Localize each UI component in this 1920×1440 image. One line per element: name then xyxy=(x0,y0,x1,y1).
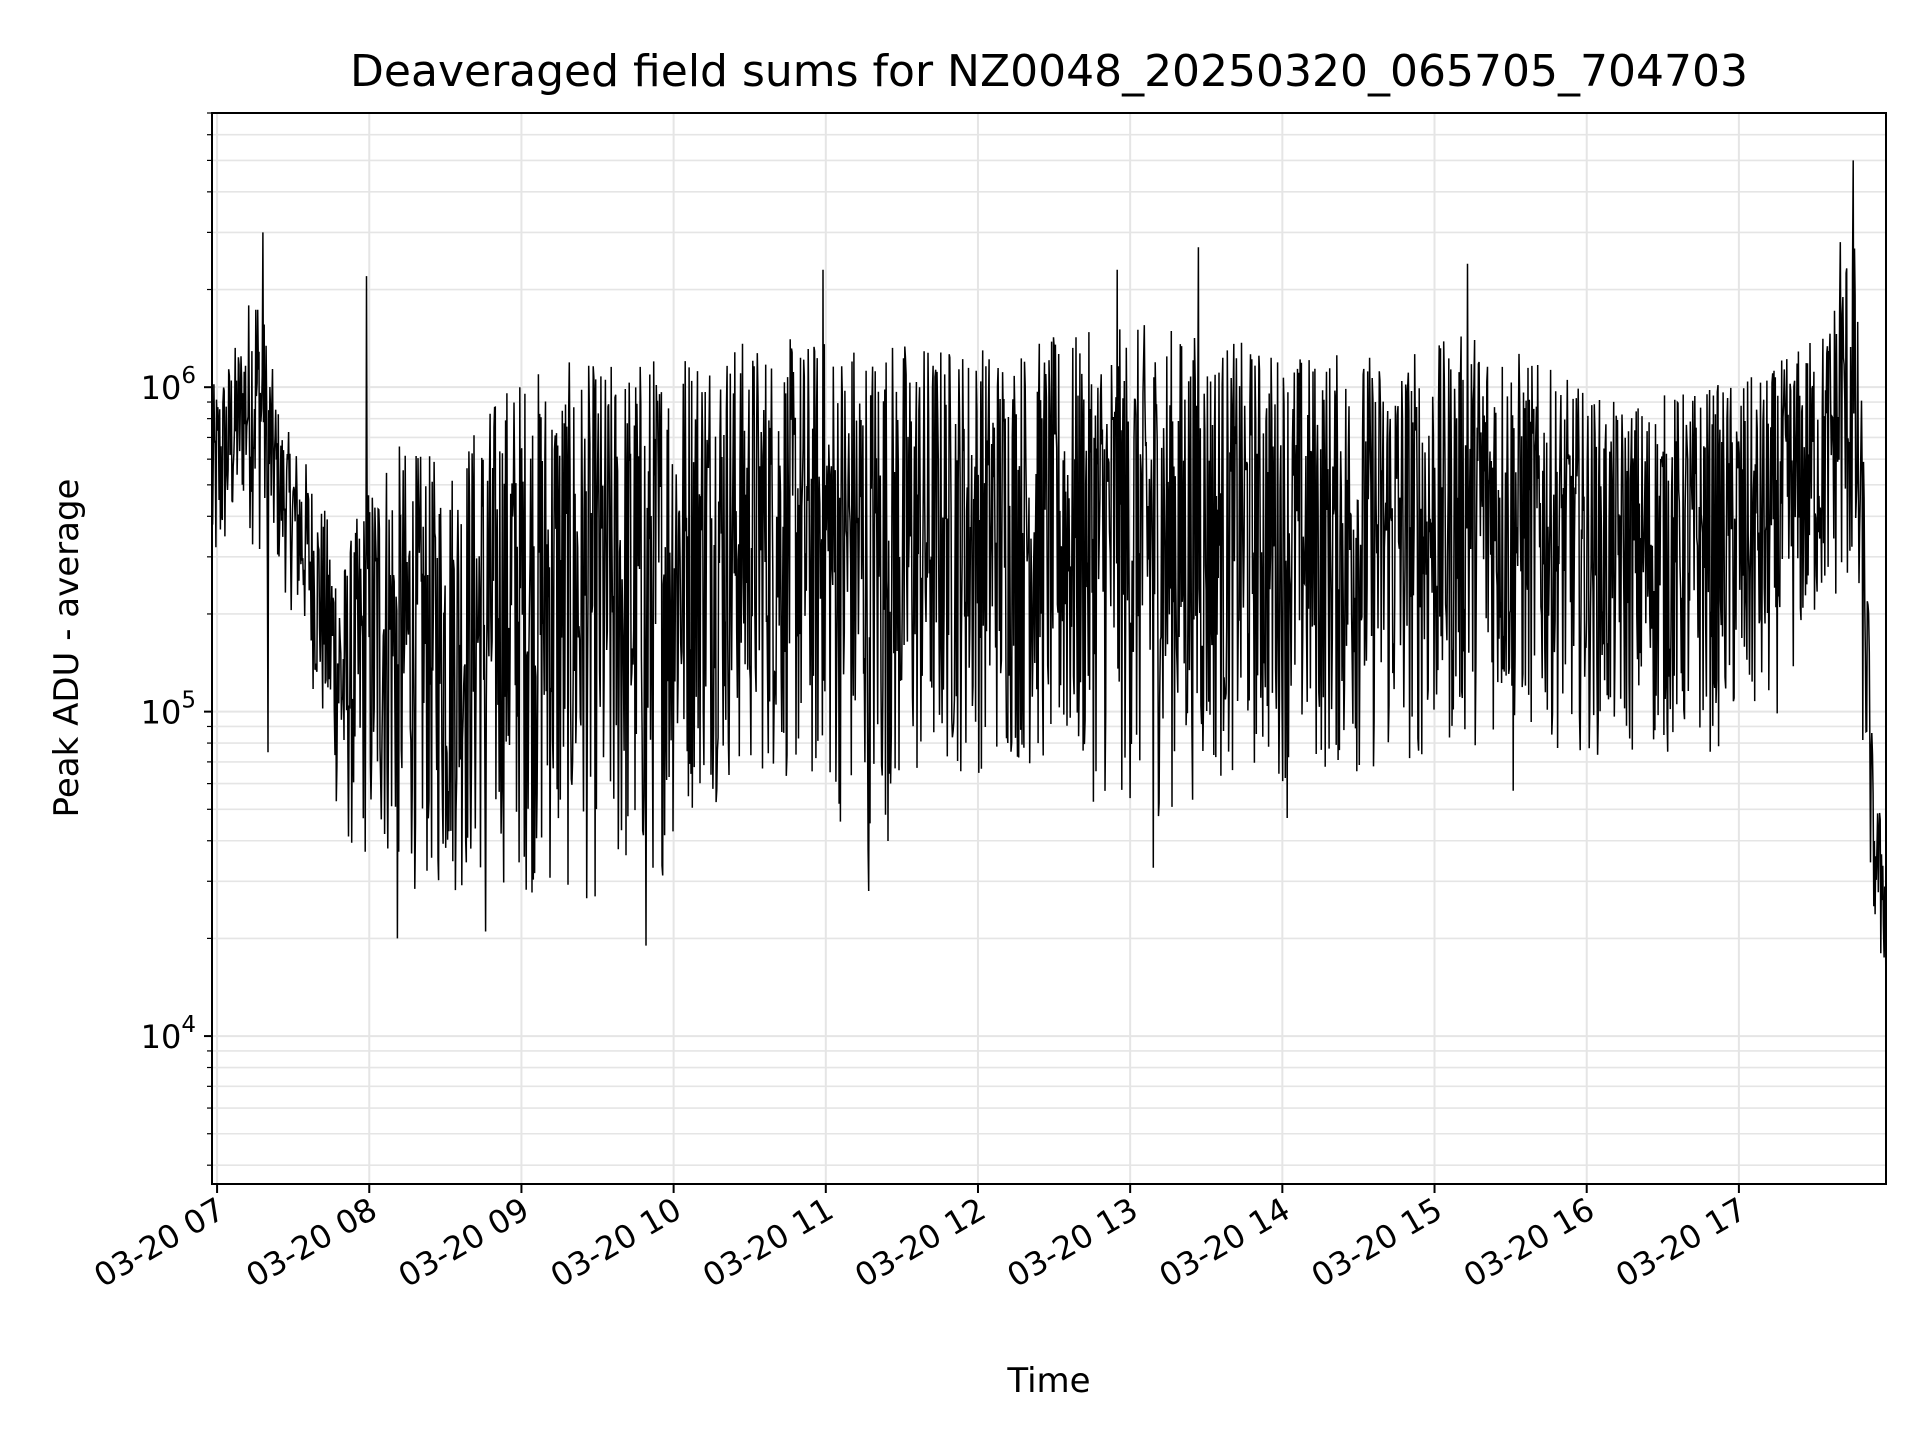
x-axis-label: Time xyxy=(1006,1361,1090,1401)
y-tick-label: 106 xyxy=(141,363,196,407)
series-line xyxy=(212,160,1886,1011)
y-axis: 104 105 106 xyxy=(141,112,212,1166)
y-tick-label: 105 xyxy=(141,688,196,732)
y-tick-label: 104 xyxy=(141,1012,196,1056)
chart-title: Deaveraged field sums for NZ0048_2025032… xyxy=(350,46,1748,97)
plot-area xyxy=(212,160,1886,1011)
plot-frame xyxy=(211,112,1887,1185)
y-axis-label: Peak ADU - average xyxy=(47,479,87,818)
